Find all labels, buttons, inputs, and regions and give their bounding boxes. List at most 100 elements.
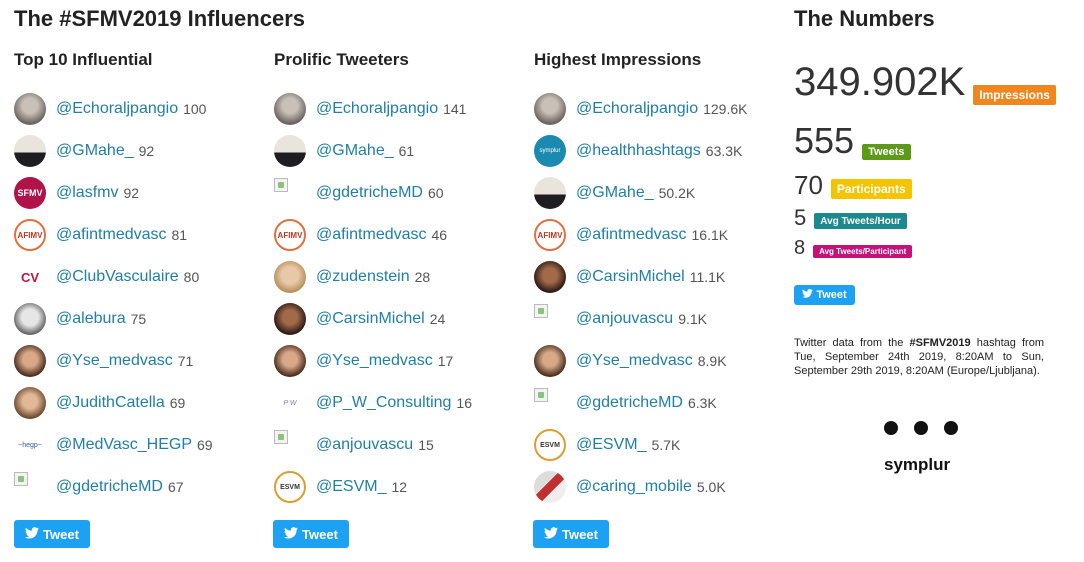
avatar[interactable] <box>274 93 306 125</box>
stat-value: 71 <box>177 353 194 369</box>
user-handle-link[interactable]: @afintmedvasc <box>316 226 427 243</box>
avatar[interactable]: P W <box>274 387 306 419</box>
user-handle-link[interactable]: @Yse_medvasc <box>316 352 433 369</box>
influencer-row: @JudithCatella 69 <box>14 382 264 424</box>
user-handle-link[interactable]: @lasfmv <box>56 184 119 201</box>
broken-image-icon[interactable] <box>274 430 288 444</box>
user-handle-link[interactable]: @zudenstein <box>316 268 410 285</box>
user-handle-link[interactable]: @Yse_medvasc <box>56 352 173 369</box>
twitter-bird-icon <box>544 526 559 542</box>
tweet-button[interactable]: Tweet <box>533 520 609 548</box>
avatar[interactable] <box>14 345 46 377</box>
logo-dot <box>914 421 928 435</box>
user-handle-link[interactable]: @afintmedvasc <box>56 226 167 243</box>
user-handle-link[interactable]: @afintmedvasc <box>576 226 687 243</box>
numbers-tweet-button[interactable]: Tweet <box>794 285 855 305</box>
tweet-button[interactable]: Tweet <box>273 520 349 548</box>
tweet-button[interactable]: Tweet <box>14 520 90 548</box>
user-handle-link[interactable]: @ESVM_ <box>576 436 647 453</box>
metric-row: 8 Avg Tweets/Participant <box>794 237 913 260</box>
metric-row: 70 Participants <box>794 170 912 201</box>
stat-value: 92 <box>123 185 140 201</box>
user-handle-link[interactable]: @anjouvascu <box>316 436 414 453</box>
user-handle-link[interactable]: @caring_mobile <box>576 478 692 495</box>
avatar[interactable] <box>14 303 46 335</box>
avatar[interactable] <box>274 261 306 293</box>
user-handle-link[interactable]: @P_W_Consulting <box>316 394 452 411</box>
metric-row: 555 Tweets <box>794 120 911 162</box>
stat-value: 17 <box>437 353 454 369</box>
user-handle-link[interactable]: @ClubVasculaire <box>56 268 179 285</box>
influencer-row: AFIMV @afintmedvasc 46 <box>274 214 524 256</box>
broken-image-icon[interactable] <box>14 472 28 486</box>
avatar[interactable]: SFMV <box>14 177 46 209</box>
avatar[interactable] <box>534 261 566 293</box>
broken-image-icon[interactable] <box>534 304 548 318</box>
user-handle-link[interactable]: @Yse_medvasc <box>576 352 693 369</box>
column-heading: Top 10 Influential <box>14 50 153 69</box>
twitter-bird-icon <box>25 526 40 542</box>
user-handle-link[interactable]: @MedVasc_HEGP <box>56 436 192 453</box>
influencer-row: @Yse_medvasc 8.9K <box>534 340 784 382</box>
avatar[interactable] <box>534 471 566 503</box>
stat-value: 81 <box>171 227 188 243</box>
user-handle-link[interactable]: @GMahe_ <box>56 142 134 159</box>
avatar[interactable] <box>534 177 566 209</box>
influencer-row: @Echoraljpangio 141 <box>274 88 524 130</box>
user-handle-link[interactable]: @GMahe_ <box>316 142 394 159</box>
influencer-row: @Echoraljpangio 100 <box>14 88 264 130</box>
stat-value: 69 <box>197 437 213 453</box>
description-hashtag: #SFMV2019 <box>909 337 971 349</box>
influencer-column: Top 10 Influential @Echoraljpangio 100 @GMa… <box>14 50 264 508</box>
avatar[interactable]: AFIMV <box>274 219 306 251</box>
broken-image-icon[interactable] <box>274 178 288 192</box>
user-handle-link[interactable]: @Echoraljpangio <box>576 100 699 117</box>
influencer-row: @anjouvascu 9.1K <box>534 298 784 340</box>
broken-image-icon[interactable] <box>534 388 548 402</box>
avatar[interactable]: ESVM <box>534 429 566 461</box>
user-handle-link[interactable]: @anjouvascu <box>576 310 674 327</box>
stat-value: 6.3K <box>687 395 717 411</box>
avatar[interactable]: symplur <box>534 135 566 167</box>
user-handle-link[interactable]: @gdetricheMD <box>316 184 423 201</box>
user-handle-link[interactable]: @Echoraljpangio <box>316 100 439 117</box>
influencer-row: ESVM @ESVM_ 12 <box>274 466 524 508</box>
user-handle-link[interactable]: @healthhashtags <box>576 142 701 159</box>
influencer-row: ESVM @ESVM_ 5.7K <box>534 424 784 466</box>
avatar[interactable]: CV <box>14 261 46 293</box>
user-handle-link[interactable]: @gdetricheMD <box>56 478 163 495</box>
avatar[interactable] <box>274 303 306 335</box>
stat-value: 16 <box>456 395 472 411</box>
user-handle-link[interactable]: @CarsinMichel <box>316 310 425 327</box>
avatar[interactable] <box>274 345 306 377</box>
avatar[interactable] <box>534 345 566 377</box>
influencer-row: @CarsinMichel 11.1K <box>534 256 784 298</box>
stat-value: 12 <box>391 479 408 495</box>
stat-value: 15 <box>418 437 434 453</box>
user-handle-link[interactable]: @ESVM_ <box>316 478 387 495</box>
avatar[interactable] <box>274 135 306 167</box>
avatar[interactable] <box>534 93 566 125</box>
avatar[interactable] <box>14 387 46 419</box>
user-handle-link[interactable]: @JudithCatella <box>56 394 165 411</box>
symplur-logo-dots <box>884 421 958 435</box>
user-handle-link[interactable]: @Echoraljpangio <box>56 100 179 117</box>
stat-value: 67 <box>167 479 184 495</box>
user-handle-link[interactable]: @GMahe_ <box>576 184 654 201</box>
avatar[interactable]: ~hegp~ <box>14 429 46 461</box>
avatar[interactable]: AFIMV <box>14 219 46 251</box>
user-handle-link[interactable]: @CarsinMichel <box>576 268 685 285</box>
avatar[interactable]: ESVM <box>274 471 306 503</box>
avatar[interactable] <box>14 93 46 125</box>
influencer-row: @CarsinMichel 24 <box>274 298 524 340</box>
avatar[interactable] <box>14 135 46 167</box>
user-handle-link[interactable]: @gdetricheMD <box>576 394 683 411</box>
influencer-row: @GMahe_ 61 <box>274 130 524 172</box>
tweet-label: Tweet <box>43 526 79 542</box>
user-handle-link[interactable]: @alebura <box>56 310 126 327</box>
influencer-column: Highest Impressions @Echoraljpangio 129.6K… <box>534 50 784 508</box>
avatar[interactable]: AFIMV <box>534 219 566 251</box>
description-suffix: hashtag from Tue, September 24th 2019, 8… <box>794 337 1044 377</box>
metric-value: 5 <box>794 205 807 230</box>
metric-badge: Avg Tweets/Participant <box>813 245 913 258</box>
